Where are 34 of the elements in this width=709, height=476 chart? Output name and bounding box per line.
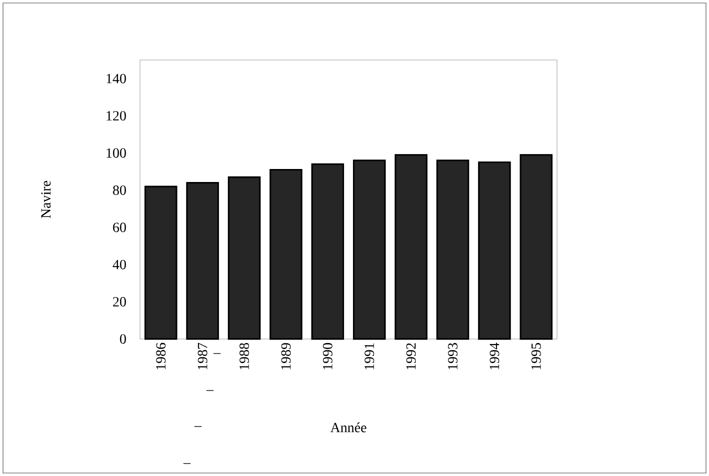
y-tick-label: 40 xyxy=(112,260,126,270)
x-tick-label: 1986 xyxy=(156,342,166,370)
text: – xyxy=(206,390,214,391)
x-tick-label: 1991 xyxy=(364,343,374,370)
bar xyxy=(394,154,428,340)
y-tick-label: 140 xyxy=(106,74,126,84)
bar xyxy=(311,163,344,340)
bar xyxy=(478,162,511,340)
x-tick-label: 1987 xyxy=(198,342,208,370)
bar xyxy=(144,186,178,340)
bar xyxy=(436,160,470,340)
text: – xyxy=(183,463,191,464)
x-tick-label: 1994 xyxy=(490,342,500,370)
x-tick-label: 1988 xyxy=(240,343,249,370)
x-axis-title: Année xyxy=(330,422,366,432)
y-axis-title: Navire xyxy=(41,180,51,218)
bar xyxy=(270,168,302,340)
y-tick-label: 60 xyxy=(113,222,126,232)
text: – xyxy=(194,426,202,427)
bar xyxy=(352,160,386,340)
y-tick-label: 80 xyxy=(113,185,126,195)
x-tick-label: 1995 xyxy=(531,343,541,370)
x-tick-label: 1992 xyxy=(406,343,416,370)
text: – xyxy=(213,353,221,354)
y-tick-label: 0 xyxy=(120,334,126,344)
y-tick-label: 100 xyxy=(106,148,126,158)
x-tick-label: 1993 xyxy=(448,343,458,370)
x-tick-label: 1989 xyxy=(281,343,291,370)
bar xyxy=(520,154,553,340)
bar xyxy=(186,182,219,340)
y-tick-label: 20 xyxy=(113,297,126,307)
bar xyxy=(228,176,261,340)
y-tick-label: 120 xyxy=(106,111,126,121)
x-tick-label: 1990 xyxy=(322,343,332,370)
